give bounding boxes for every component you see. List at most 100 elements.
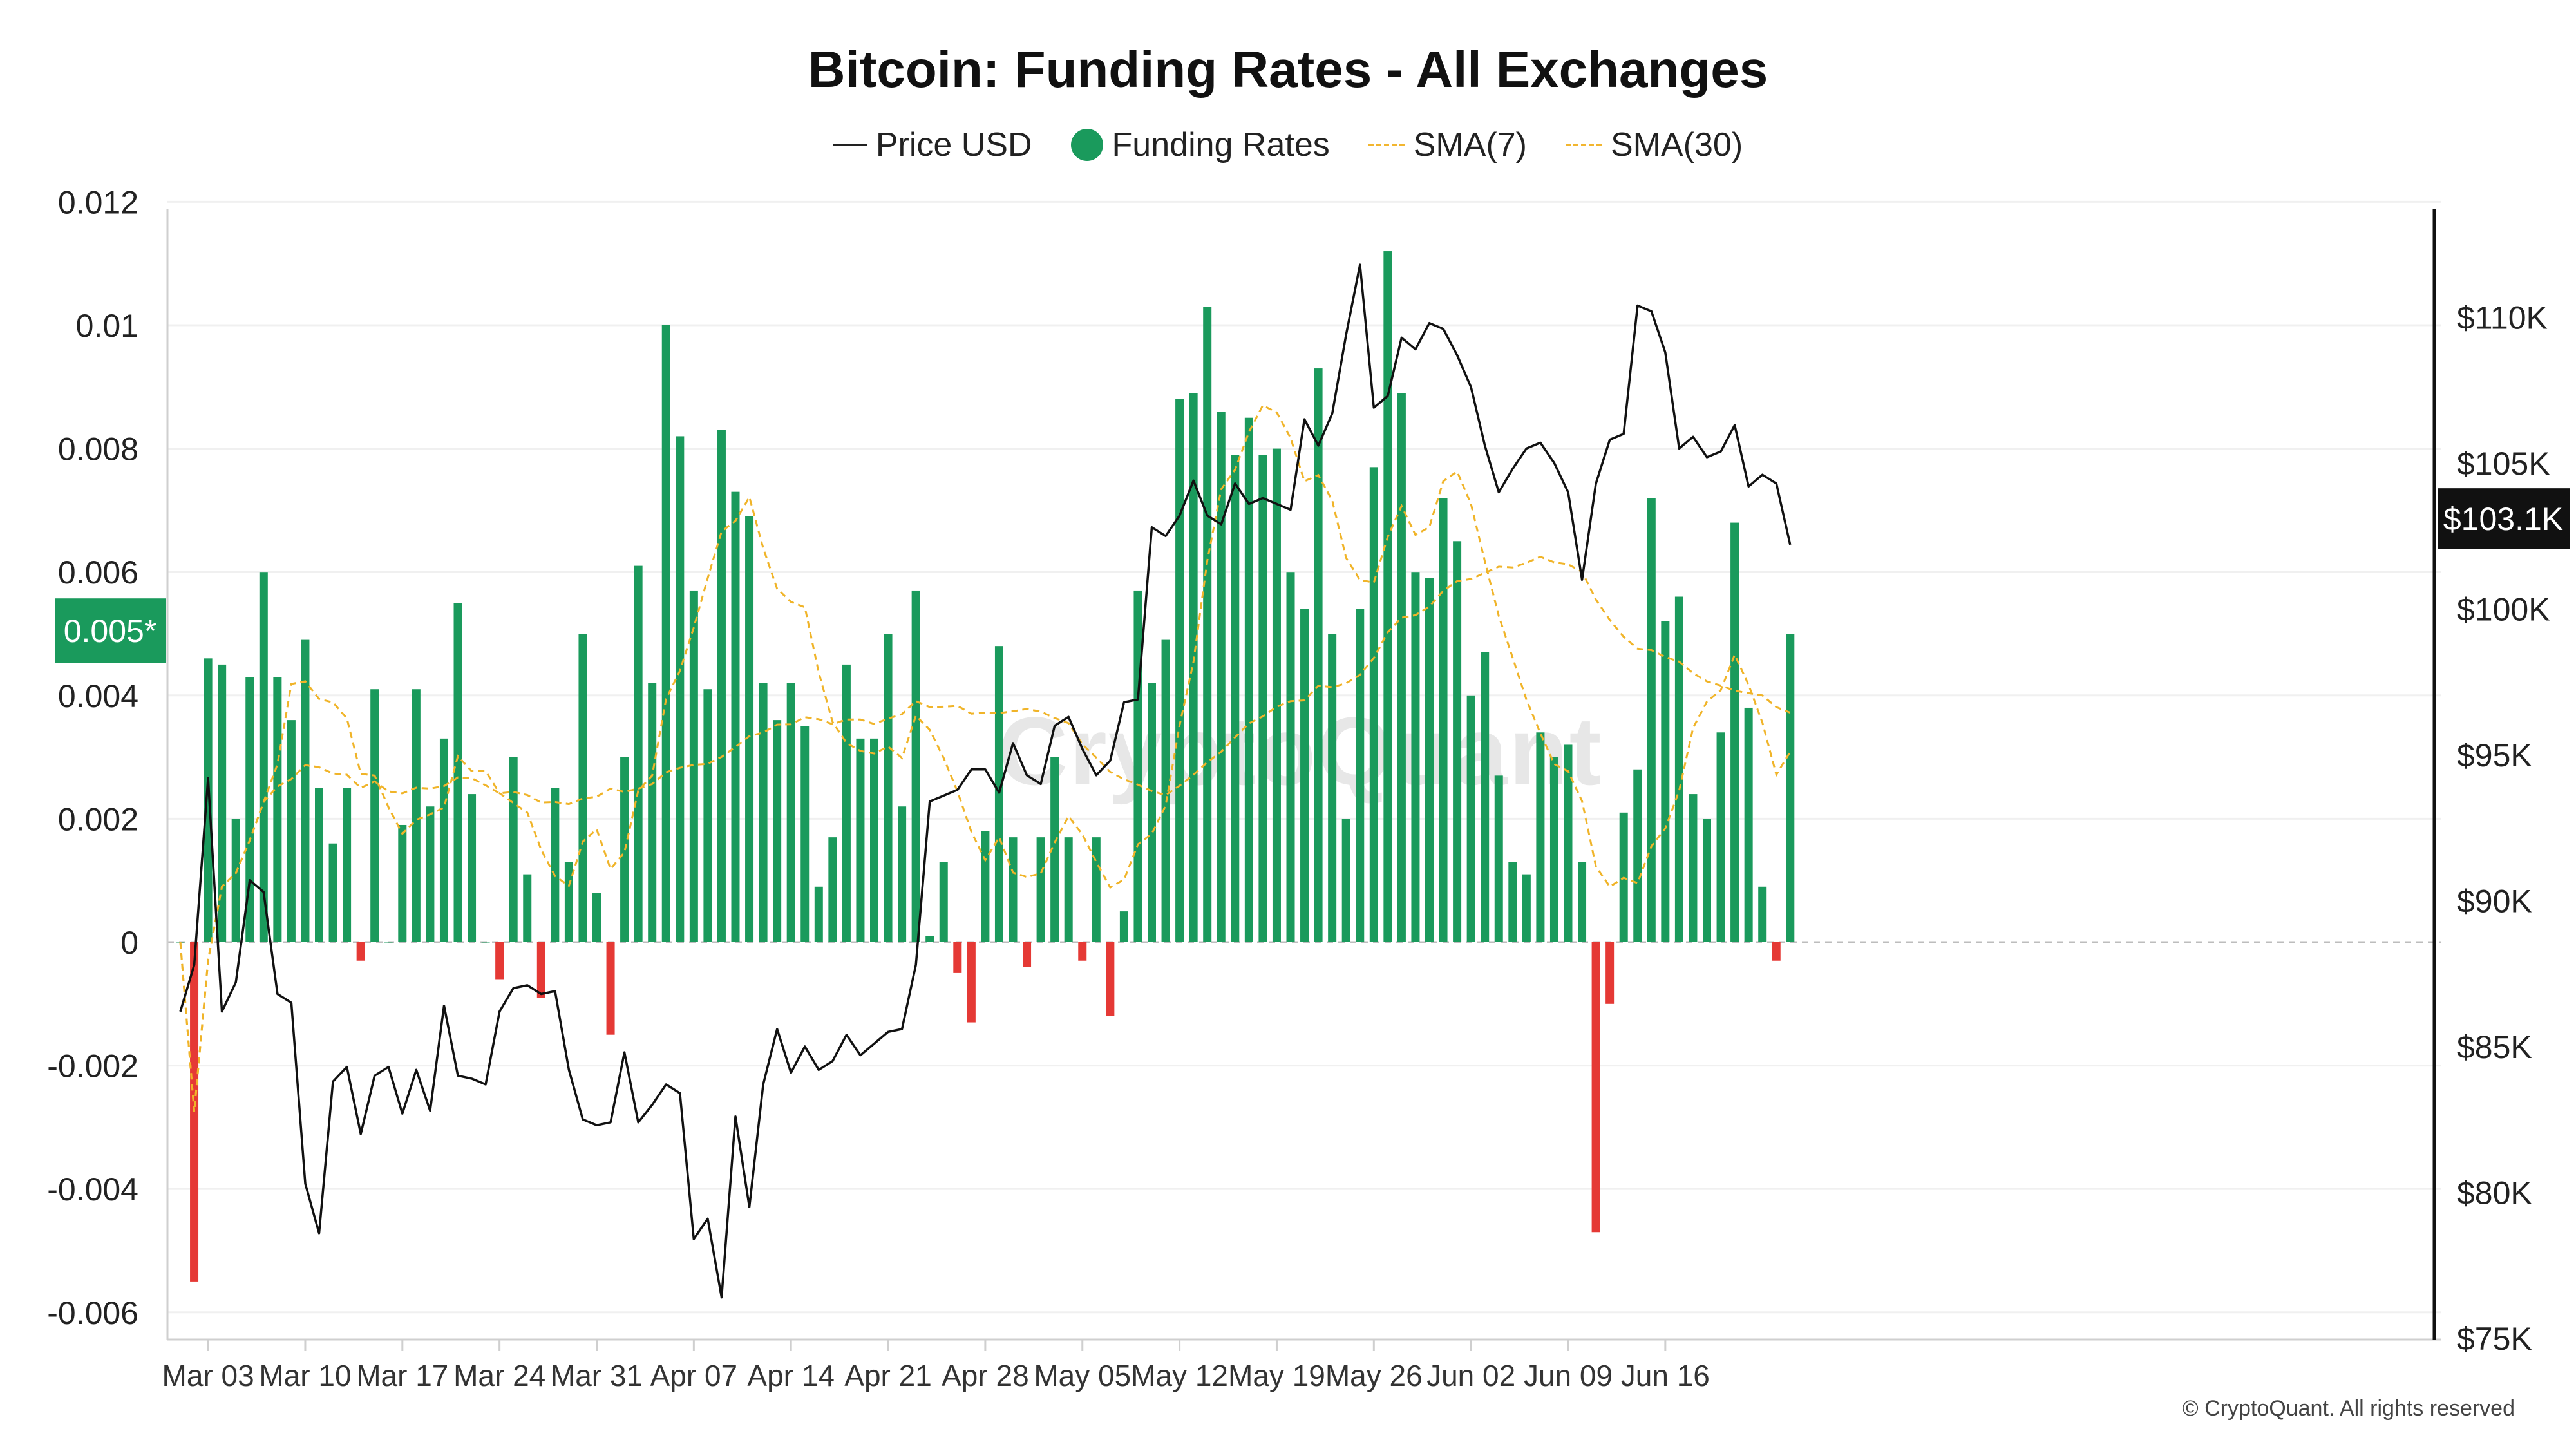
legend-item-price[interactable]: Price USD [833,126,1032,164]
funding-rate-bar [870,738,878,942]
funding-rate-bar [1578,862,1587,942]
current-funding-marker: 0.005* [55,598,166,663]
funding-rate-bar [481,942,490,943]
funding-rate-bar [814,886,823,942]
y-right-tick-label: $110K [2457,300,2548,336]
funding-rate-bar [953,942,962,973]
funding-rate-bar [703,689,712,942]
x-tick-label: May 19 [1228,1359,1325,1392]
funding-rate-bar [1564,744,1573,942]
funding-rate-bar [1341,819,1350,942]
funding-rate-bar [231,819,240,942]
x-tick-label: Mar 10 [259,1359,351,1392]
funding-rate-bar [1244,417,1253,942]
funding-rate-bar [1383,251,1392,942]
funding-rate-bar [370,689,379,942]
funding-rate-bar [426,806,435,942]
x-tick-label: May 26 [1325,1359,1423,1392]
funding-rate-bar [1716,732,1725,942]
funding-rate-bar [898,806,907,942]
y-left-tick-label: -0.006 [47,1295,138,1331]
funding-rate-bar [1119,911,1128,942]
funding-rate-bar [1286,572,1295,942]
price-marker-label: $103.1K [2443,501,2563,537]
legend-item-sma30[interactable]: SMA(30) [1566,126,1743,164]
funding-rate-bar [523,874,532,942]
price-marker-box [2438,488,2570,549]
legend-label-sma30: SMA(30) [1611,126,1743,164]
funding-rate-bar [884,634,893,942]
funding-rate-bar [1258,455,1267,942]
current-price-marker: $103.1K [2438,488,2570,549]
funding-rate-bar [786,683,795,942]
funding-rate-bar [592,893,601,942]
funding-rate-bar [842,664,851,942]
funding-rate-bar [1009,837,1018,942]
funding-rate-bar [773,720,782,942]
y-left-tick-label: 0.006 [58,554,138,591]
x-tick-label: Jun 09 [1524,1359,1613,1392]
funding-rate-bar [1133,590,1142,942]
legend-item-sma7[interactable]: SMA(7) [1368,126,1527,164]
y-right-tick-label: $105K [2457,446,2550,482]
funding-rate-bar [1494,775,1503,942]
funding-marker-label: 0.005* [64,613,157,649]
funding-marker-box [55,598,166,663]
funding-rate-bar [1397,393,1406,942]
y-right-tick-label: $80K [2457,1175,2532,1211]
legend-label-funding: Funding Rates [1112,126,1330,164]
funding-rate-bar [1772,942,1781,961]
y-right-tick-label: $90K [2457,884,2532,920]
funding-rate-bar [1314,368,1323,942]
funding-rate-bar [1036,837,1045,942]
funding-rate-bar [259,572,268,942]
funding-rate-bar [1411,572,1420,942]
funding-rate-bar [1078,942,1087,961]
funding-rate-bar [509,757,518,942]
x-tick-label: May 12 [1131,1359,1228,1392]
funding-rate-bar [218,664,227,942]
funding-rate-bar [301,639,310,942]
funding-rate-bar [731,491,740,942]
funding-rate-bar [1272,448,1281,942]
funding-rate-bar [1744,707,1753,942]
funding-dot-swatch [1070,129,1103,161]
y-right-tick-label: $95K [2457,737,2532,773]
x-tick-label: May 05 [1034,1359,1131,1392]
funding-rate-bar [1106,942,1115,1016]
funding-rate-bar [1786,634,1795,942]
funding-rate-bar [981,831,990,942]
legend-label-sma7: SMA(7) [1413,126,1527,164]
funding-rate-bar [661,325,670,942]
funding-rate-bar [245,677,254,942]
y-right-tick-label: $75K [2457,1321,2532,1357]
funding-rate-bar [1466,695,1475,942]
funding-rate-bar [1481,652,1490,942]
x-tick-label: Apr 14 [747,1359,835,1392]
x-tick-label: Mar 24 [453,1359,545,1392]
funding-rate-bars [176,251,1795,1282]
x-tick-label: Apr 28 [942,1359,1029,1392]
funding-rate-bar [634,565,643,942]
funding-rate-bar [1369,467,1378,942]
funding-rate-bar [606,942,615,1035]
y-left-tick-label: -0.004 [47,1171,138,1208]
sma7-swatch [1368,144,1405,146]
x-tick-label: Jun 16 [1621,1359,1710,1392]
funding-rate-bar [1175,399,1184,942]
y-left-tick-label: 0.01 [76,308,138,344]
funding-rate-bar [800,726,810,942]
y-right-tick-label: $100K [2457,592,2550,628]
funding-rate-bar [1508,862,1517,942]
funding-rate-bar [676,436,685,942]
funding-rate-bar [1674,596,1683,942]
sma7-line [179,404,1792,1112]
funding-rate-bar [1549,757,1558,942]
funding-rate-bar [925,936,934,942]
funding-rate-bar [745,516,754,942]
funding-rate-bar [1148,683,1156,942]
legend-item-funding[interactable]: Funding Rates [1070,126,1330,164]
funding-rate-bar [356,942,365,961]
funding-rate-bar [1231,455,1240,942]
